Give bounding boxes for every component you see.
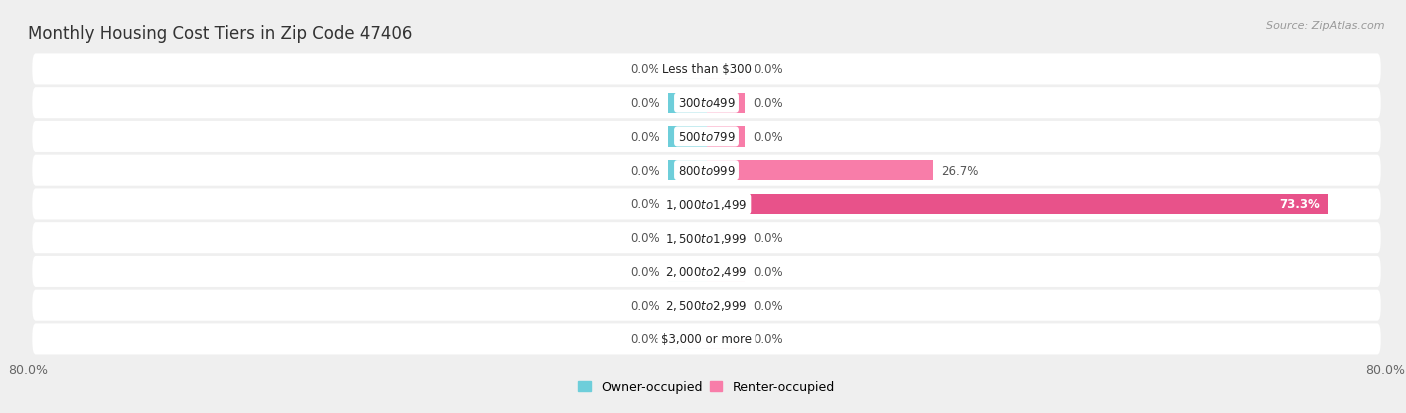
Bar — [707, 295, 745, 316]
Bar — [668, 295, 707, 316]
Text: Source: ZipAtlas.com: Source: ZipAtlas.com — [1267, 21, 1385, 31]
Bar — [707, 329, 745, 349]
Text: 0.0%: 0.0% — [630, 198, 659, 211]
Text: 0.0%: 0.0% — [754, 232, 783, 244]
Legend: Owner-occupied, Renter-occupied: Owner-occupied, Renter-occupied — [578, 380, 835, 393]
Text: 0.0%: 0.0% — [754, 299, 783, 312]
Bar — [707, 161, 934, 181]
FancyBboxPatch shape — [32, 324, 1381, 355]
Text: 0.0%: 0.0% — [630, 332, 659, 346]
Text: $3,000 or more: $3,000 or more — [661, 332, 752, 346]
Text: Less than $300: Less than $300 — [662, 63, 751, 76]
Text: 0.0%: 0.0% — [630, 265, 659, 278]
Text: 0.0%: 0.0% — [754, 63, 783, 76]
Text: $2,000 to $2,499: $2,000 to $2,499 — [665, 265, 748, 279]
Text: 0.0%: 0.0% — [630, 131, 659, 144]
Bar — [668, 228, 707, 248]
Bar — [668, 329, 707, 349]
FancyBboxPatch shape — [32, 189, 1381, 220]
FancyBboxPatch shape — [32, 155, 1381, 186]
Text: $1,500 to $1,999: $1,500 to $1,999 — [665, 231, 748, 245]
Bar — [668, 127, 707, 147]
Text: 0.0%: 0.0% — [630, 97, 659, 110]
Bar — [707, 262, 745, 282]
Text: 0.0%: 0.0% — [754, 332, 783, 346]
Text: 73.3%: 73.3% — [1279, 198, 1320, 211]
Bar — [707, 195, 1329, 214]
Bar — [668, 161, 707, 181]
Bar — [707, 127, 745, 147]
Text: $500 to $799: $500 to $799 — [678, 131, 735, 144]
Bar — [668, 262, 707, 282]
Bar — [707, 59, 745, 80]
Text: Monthly Housing Cost Tiers in Zip Code 47406: Monthly Housing Cost Tiers in Zip Code 4… — [28, 24, 412, 43]
Text: $2,500 to $2,999: $2,500 to $2,999 — [665, 299, 748, 312]
Text: $300 to $499: $300 to $499 — [678, 97, 735, 110]
Text: 26.7%: 26.7% — [942, 164, 979, 177]
Text: $1,000 to $1,499: $1,000 to $1,499 — [665, 197, 748, 211]
Text: 0.0%: 0.0% — [630, 63, 659, 76]
FancyBboxPatch shape — [32, 121, 1381, 152]
Bar — [707, 228, 745, 248]
Text: $800 to $999: $800 to $999 — [678, 164, 735, 177]
Bar — [668, 93, 707, 114]
Text: 0.0%: 0.0% — [754, 97, 783, 110]
FancyBboxPatch shape — [32, 223, 1381, 254]
FancyBboxPatch shape — [32, 88, 1381, 119]
Text: 0.0%: 0.0% — [754, 131, 783, 144]
Text: 0.0%: 0.0% — [630, 164, 659, 177]
Text: 0.0%: 0.0% — [630, 299, 659, 312]
Bar — [707, 93, 745, 114]
Text: 0.0%: 0.0% — [754, 265, 783, 278]
Bar — [668, 59, 707, 80]
Bar — [668, 195, 707, 214]
FancyBboxPatch shape — [32, 256, 1381, 287]
FancyBboxPatch shape — [32, 290, 1381, 321]
FancyBboxPatch shape — [32, 54, 1381, 85]
Text: 0.0%: 0.0% — [630, 232, 659, 244]
